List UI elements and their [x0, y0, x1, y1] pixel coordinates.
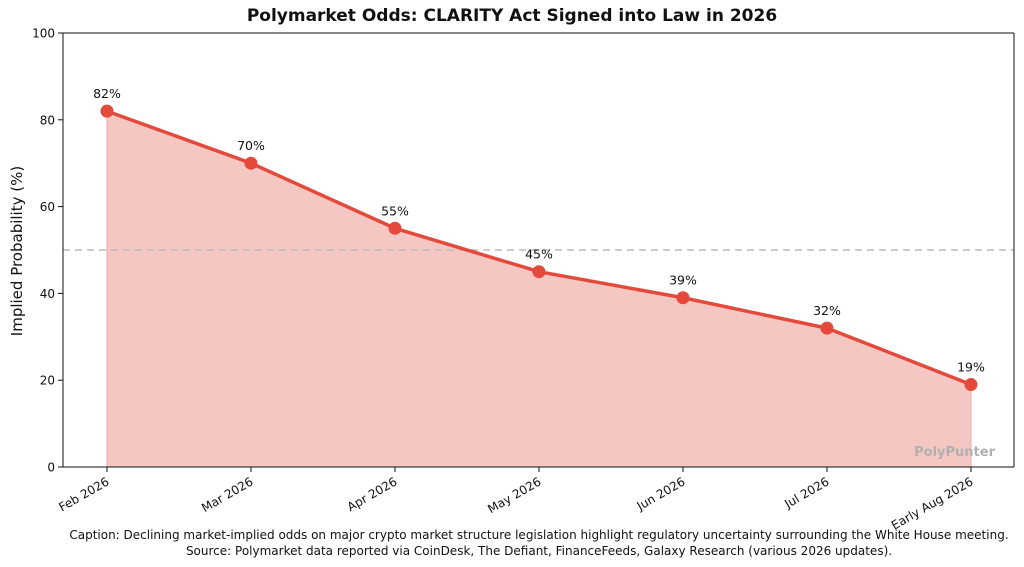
data-label: 82% [93, 86, 121, 101]
data-point [388, 221, 402, 235]
chart-title: Polymarket Odds: CLARITY Act Signed into… [246, 6, 778, 26]
data-label: 70% [237, 138, 265, 153]
data-point [820, 321, 834, 335]
y-tick-label: 20 [40, 374, 55, 388]
x-tick-label: Early Aug 2026 [889, 474, 976, 532]
chart-source: Source: Polymarket data reported via Coi… [185, 544, 893, 558]
y-tick-label: 80 [40, 113, 55, 127]
area-fill [107, 111, 971, 468]
y-tick-label: 0 [47, 461, 55, 475]
data-label: 45% [525, 247, 553, 262]
y-tick-label: 40 [40, 287, 55, 301]
y-axis-label: Implied Probability (%) [8, 166, 26, 336]
y-tick-label: 100 [32, 27, 55, 41]
data-label: 39% [669, 273, 697, 288]
data-point [244, 156, 258, 170]
x-tick-label: Mar 2026 [199, 474, 255, 515]
x-tick-label: Jun 2026 [634, 474, 688, 513]
y-tick-label: 60 [40, 200, 55, 214]
x-tick-label: Feb 2026 [56, 474, 111, 514]
data-label: 19% [957, 360, 985, 375]
data-label: 32% [813, 303, 841, 318]
data-point [532, 265, 546, 279]
watermark: PolyPunter [914, 445, 995, 460]
data-label: 55% [381, 203, 409, 218]
x-tick-label: Apr 2026 [345, 474, 400, 514]
x-tick-label: May 2026 [485, 474, 543, 516]
data-point [676, 291, 690, 305]
x-tick-label: Jul 2026 [781, 474, 831, 511]
data-point [964, 378, 978, 392]
data-point [100, 104, 114, 118]
chart-caption: Caption: Declining market-implied odds o… [69, 528, 1009, 542]
